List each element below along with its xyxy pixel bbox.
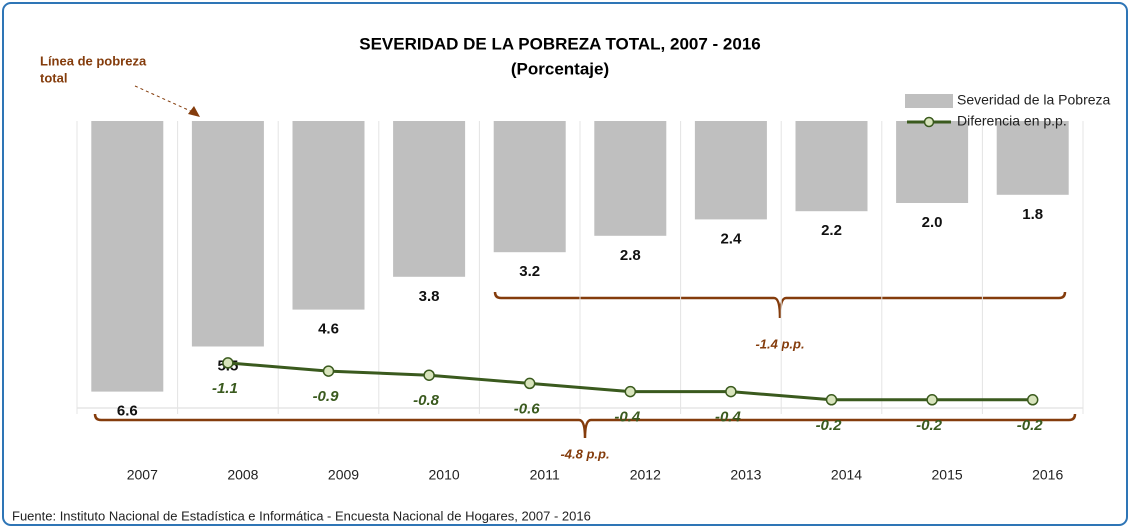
marker (624, 385, 637, 398)
bracket (493, 291, 1067, 319)
x-tick-label: 2013 (730, 467, 761, 483)
data-label: 3.2 (519, 263, 540, 280)
data-label: -0.4 (715, 409, 742, 426)
data-label: 2.8 (620, 247, 641, 264)
annotation: -4.8 p.p. (560, 446, 609, 461)
data-label: 6.6 (117, 403, 138, 420)
marker (1026, 394, 1039, 406)
x-tick-label: 2010 (429, 467, 460, 483)
x-tick-label: 2008 (227, 467, 258, 483)
bar (191, 121, 264, 347)
data-label: 1.8 (1022, 206, 1043, 223)
x-tick-label: 2011 (530, 467, 560, 483)
bar (393, 121, 466, 277)
annotation: Línea de pobreza (40, 53, 147, 68)
marker (825, 394, 838, 406)
bar (292, 121, 365, 310)
marker (523, 377, 536, 390)
marker (222, 357, 234, 369)
marker (926, 394, 938, 406)
annotation: total (40, 70, 67, 85)
bracket (93, 413, 1077, 439)
marker (725, 385, 737, 398)
data-label: 3.8 (419, 288, 440, 305)
x-tick-label: 2014 (831, 467, 862, 483)
x-tick-label: 2016 (1032, 467, 1063, 483)
data-label: 2.0 (922, 214, 943, 231)
data-label: -0.2 (1017, 417, 1044, 434)
data-label: -0.8 (413, 392, 440, 409)
x-tick-label: 2007 (127, 467, 158, 483)
marker (423, 369, 435, 381)
legend-swatch (905, 94, 953, 108)
legend-label: Diferencia en p.p. (957, 113, 1067, 129)
data-label: -0.9 (313, 388, 340, 405)
source: Fuente: Instituto Nacional de Estadístic… (12, 508, 591, 523)
x-tick-label: 2012 (630, 467, 661, 483)
x-tick-label: 2009 (328, 467, 359, 483)
annotation-arrow (134, 85, 196, 114)
bar (996, 121, 1069, 195)
arrow-head (188, 106, 200, 117)
legend-swatch (923, 116, 935, 128)
data-label: -1.1 (212, 380, 238, 397)
data-label: 2.2 (821, 222, 842, 239)
bar (91, 121, 164, 392)
bar (896, 121, 969, 203)
data-label: -0.4 (614, 409, 641, 426)
data-label: 4.6 (318, 321, 339, 338)
x-tick-label: 2015 (932, 467, 963, 483)
data-label: -0.2 (816, 417, 843, 434)
bar (795, 121, 868, 212)
data-label: -0.6 (514, 400, 541, 417)
legend-label: Severidad de la Pobreza (957, 92, 1111, 108)
bar (493, 121, 566, 253)
bar (694, 121, 767, 220)
data-label: 2.4 (720, 230, 742, 247)
data-label: -0.2 (916, 417, 943, 434)
chart-subtitle: (Porcentaje) (511, 59, 609, 78)
chart-title: SEVERIDAD DE LA POBREZA TOTAL, 2007 - 20… (359, 34, 760, 53)
bar (594, 121, 667, 236)
marker (322, 365, 335, 377)
annotation: -1.4 p.p. (755, 336, 804, 351)
